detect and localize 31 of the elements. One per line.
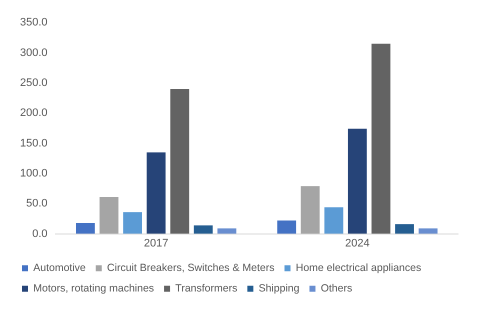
bar <box>324 207 344 234</box>
y-tick-label: 50.0 <box>26 198 48 210</box>
y-tick-label: 350.0 <box>20 16 48 29</box>
y-tick-label: 200.0 <box>20 107 48 120</box>
legend-label: Others <box>320 282 352 295</box>
y-tick-label: 0.0 <box>32 228 48 240</box>
bar <box>194 225 213 234</box>
y-tick-label: 100.0 <box>20 167 48 180</box>
y-tick-label: 250.0 <box>20 76 48 89</box>
legend-label: Motors, rotating machines <box>33 282 154 295</box>
bar <box>146 152 166 234</box>
y-tick-label: 300.0 <box>20 46 48 59</box>
bar <box>217 228 236 234</box>
x-tick-label: 2024 <box>345 237 370 250</box>
bar <box>348 128 367 234</box>
x-tick-label: 2017 <box>144 237 168 250</box>
bar <box>395 224 414 234</box>
bar <box>277 220 296 234</box>
y-tick-label: 150.0 <box>20 137 48 150</box>
legend-label: Home electrical appliances <box>296 262 422 274</box>
bar <box>418 228 438 234</box>
bar <box>372 44 390 234</box>
bar <box>100 196 118 234</box>
bar <box>170 88 190 234</box>
legend-label: Automotive <box>33 262 86 274</box>
bar <box>123 212 142 234</box>
bar <box>300 186 320 234</box>
legend-label: Transformers <box>175 282 238 295</box>
legend-label: Circuit Breakers, Switches & Meters <box>107 262 274 274</box>
legend-label: Shipping <box>258 282 300 295</box>
bar <box>76 222 95 234</box>
